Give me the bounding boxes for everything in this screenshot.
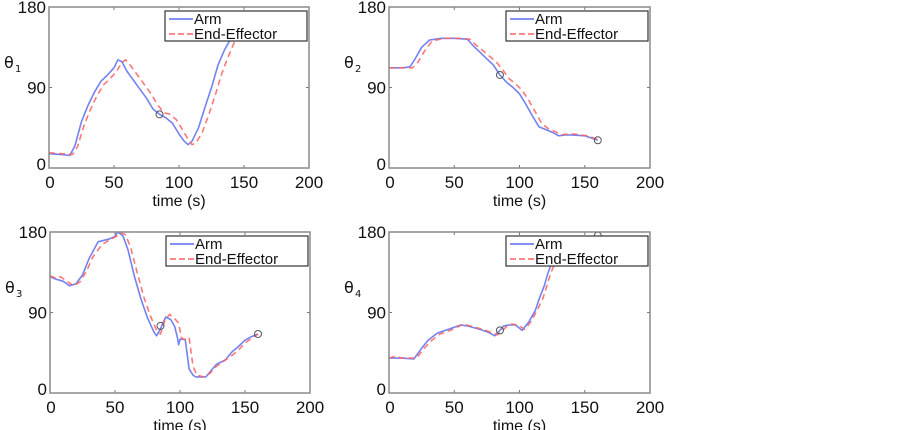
x-tick-label: 200 — [296, 398, 324, 417]
marker-point — [156, 321, 165, 330]
series-line-end-effector — [49, 40, 236, 156]
x-tick-label: 50 — [105, 173, 124, 192]
x-tick-label: 0 — [45, 173, 54, 192]
y-axis-label-subscript: 2 — [355, 64, 361, 75]
y-axis-label: θ — [5, 278, 15, 297]
x-tick-label: 150 — [231, 398, 259, 417]
axes-frame — [49, 231, 311, 394]
x-axis-label: time (s) — [152, 193, 205, 210]
series-group — [389, 37, 599, 142]
x-tick-label: 0 — [385, 398, 394, 417]
x-tick-label: 100 — [505, 398, 533, 417]
series-line-arm — [50, 232, 259, 378]
y-tick-label: 180 — [358, 0, 386, 17]
y-tick-label: 0 — [377, 380, 386, 399]
y-axis-label-subscript: 4 — [355, 289, 361, 300]
y-tick-label: 180 — [19, 223, 47, 242]
y-tick-label: 180 — [18, 0, 46, 17]
x-axis-label: time (s) — [493, 418, 546, 430]
y-tick-label: 90 — [367, 79, 386, 98]
x-tick-label: 0 — [46, 398, 55, 417]
x-tick-label: 200 — [636, 173, 664, 192]
marker-point — [495, 326, 504, 335]
legend-label: Arm — [195, 236, 223, 253]
x-tick-label: 50 — [445, 173, 464, 192]
y-axis-label-subscript: 1 — [15, 64, 21, 75]
series-line-arm — [49, 37, 232, 157]
legend-label: Arm — [535, 11, 563, 28]
legend-box — [165, 235, 309, 267]
marker-point — [254, 329, 262, 338]
y-tick-label: 90 — [367, 304, 386, 323]
x-tick-label: 150 — [571, 173, 599, 192]
y-tick-label: 90 — [28, 304, 47, 323]
legend-box — [505, 235, 649, 267]
y-axis-label: θ — [4, 53, 14, 72]
y-tick-label: 180 — [358, 223, 386, 242]
x-tick-label: 50 — [106, 398, 125, 417]
series-group — [49, 37, 236, 157]
x-tick-label: 0 — [385, 173, 394, 192]
legend-label: End-Effector — [535, 26, 618, 43]
x-tick-label: 50 — [445, 398, 464, 417]
legend-label: Arm — [194, 11, 222, 28]
series-line-end-effector — [50, 232, 259, 378]
x-axis-label: time (s) — [153, 418, 206, 430]
x-tick-label: 200 — [295, 173, 323, 192]
legend-label: Arm — [535, 236, 563, 253]
x-tick-label: 150 — [571, 398, 599, 417]
x-tick-label: 150 — [230, 173, 258, 192]
series-group — [389, 258, 557, 360]
legend-label: End-Effector — [194, 26, 277, 43]
y-axis-label: θ — [344, 53, 354, 72]
x-tick-label: 100 — [505, 173, 533, 192]
x-axis-label: time (s) — [493, 193, 546, 210]
series-line-arm — [389, 37, 599, 142]
legend-label: End-Effector — [195, 251, 278, 268]
series-line-end-effector — [389, 260, 557, 359]
y-tick-label: 90 — [27, 79, 46, 98]
series-group — [50, 232, 259, 378]
axes-frame — [388, 231, 651, 394]
y-tick-label: 0 — [377, 155, 386, 174]
series-line-arm — [389, 258, 555, 360]
y-tick-label: 0 — [38, 380, 47, 399]
legend-box — [505, 10, 649, 42]
x-tick-label: 100 — [165, 173, 193, 192]
x-tick-label: 200 — [636, 398, 664, 417]
marker-point — [155, 110, 164, 119]
marker-point — [495, 70, 504, 79]
axes-frame — [388, 6, 651, 169]
y-axis-label: θ — [344, 278, 354, 297]
y-axis-label-subscript: 3 — [16, 289, 22, 300]
legend-box — [164, 10, 308, 42]
x-tick-label: 100 — [166, 398, 194, 417]
legend-label: End-Effector — [535, 251, 618, 268]
axes-frame — [48, 6, 310, 169]
y-tick-label: 0 — [37, 155, 46, 174]
marker-point — [593, 136, 602, 145]
